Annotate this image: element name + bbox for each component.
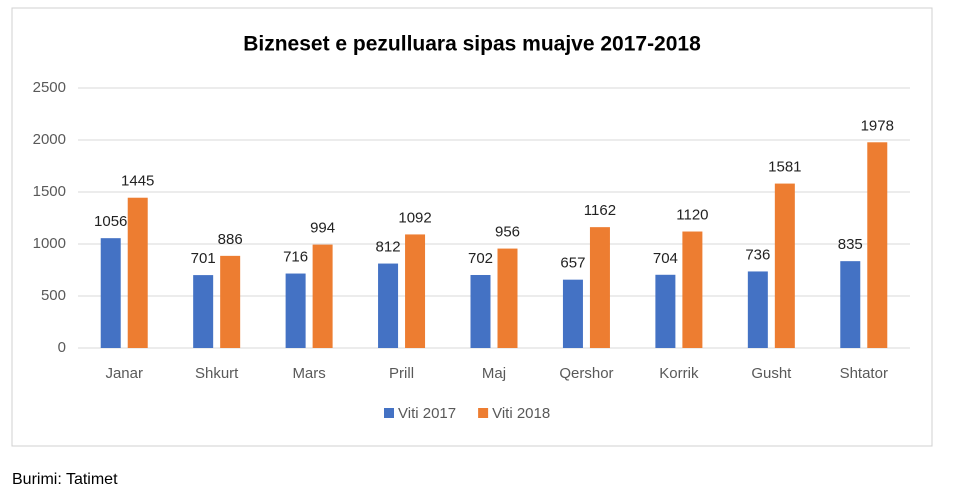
x-tick-label: Mars <box>292 365 325 382</box>
x-tick-label: Qershor <box>559 365 613 382</box>
bar <box>100 238 121 348</box>
bar <box>867 142 888 348</box>
x-tick-label: Gusht <box>751 365 792 382</box>
bar <box>193 275 214 348</box>
bar <box>840 261 861 348</box>
bar <box>682 231 703 348</box>
legend-swatch <box>478 408 489 418</box>
y-tick-label: 1000 <box>33 235 66 252</box>
bar <box>655 274 676 348</box>
x-tick-label: Maj <box>482 365 506 382</box>
legend-swatch <box>384 408 394 418</box>
value-label: 812 <box>376 239 401 256</box>
x-tick-label: Korrik <box>659 365 699 382</box>
value-label: 886 <box>218 231 243 248</box>
value-label: 1445 <box>121 173 154 190</box>
y-tick-label: 2000 <box>33 131 66 148</box>
chart-title: Bizneset e pezulluara sipas muajve 2017-… <box>243 33 701 56</box>
y-tick-label: 500 <box>41 287 66 304</box>
x-tick-label: Shtator <box>840 365 888 382</box>
value-label: 716 <box>283 249 308 266</box>
bar <box>378 263 399 348</box>
value-label: 1162 <box>584 202 616 219</box>
value-label: 701 <box>191 250 216 267</box>
bar <box>470 274 491 348</box>
legend-label: Viti 2017 <box>398 405 456 422</box>
value-label: 657 <box>560 255 585 272</box>
legend-label: Viti 2018 <box>492 405 550 422</box>
bar <box>220 255 241 348</box>
value-label: 994 <box>310 220 335 237</box>
value-label: 1056 <box>94 213 127 230</box>
value-label: 835 <box>838 236 863 253</box>
x-tick-label: Janar <box>105 365 143 382</box>
value-label: 1978 <box>861 117 894 134</box>
value-label: 1092 <box>398 209 431 226</box>
value-label: 1120 <box>676 206 708 223</box>
bar <box>747 271 768 348</box>
bar <box>774 183 795 348</box>
value-label: 704 <box>653 250 678 267</box>
x-tick-label: Shkurt <box>195 365 239 382</box>
value-label: 956 <box>495 224 520 241</box>
bar <box>127 197 148 348</box>
value-label: 1581 <box>768 159 801 176</box>
bar <box>312 244 333 348</box>
source-note: Burimi: Tatimet <box>12 471 118 488</box>
value-label: 736 <box>745 246 770 263</box>
y-tick-label: 1500 <box>33 183 66 200</box>
y-tick-label: 2500 <box>33 79 66 96</box>
bar <box>589 227 610 348</box>
bar <box>405 234 426 348</box>
y-tick-label: 0 <box>58 339 66 356</box>
bar <box>285 273 306 348</box>
bar <box>497 248 518 348</box>
value-label: 702 <box>468 250 493 267</box>
bar <box>562 279 583 348</box>
x-tick-label: Prill <box>389 365 414 382</box>
